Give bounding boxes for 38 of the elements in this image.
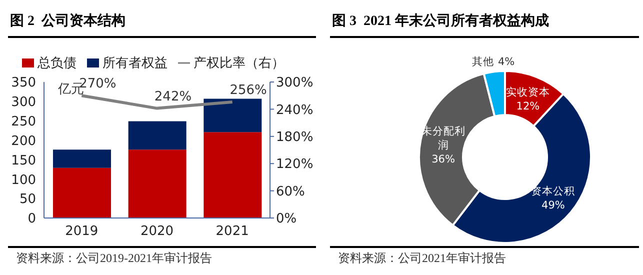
y2-tick-label: 120% <box>276 157 314 172</box>
y-tick-label: 300 <box>11 95 36 110</box>
bar <box>204 98 262 132</box>
x-tick-label: 2021 <box>216 224 249 240</box>
data-label: 242% <box>154 89 192 104</box>
bar <box>128 121 186 150</box>
bar <box>53 168 111 218</box>
text: 资料来源：公司2019-2021年审计报告 <box>16 250 212 267</box>
y-tick-label: 100 <box>11 172 36 188</box>
data-label: 49% <box>542 200 565 212</box>
data-label: 256% <box>230 82 267 98</box>
legend-label: 总负债 <box>38 56 76 71</box>
y2-tick-label: 60% <box>276 184 305 200</box>
chart-title: 图 3 2021 年末公司所有者权益构成 <box>332 12 549 30</box>
y-tick-label: 350 <box>11 76 36 91</box>
y2-tick-label: 0% <box>276 212 297 227</box>
y-tick-label: 0 <box>28 212 36 227</box>
chart-title: 图 2 公司资本结构 <box>10 12 126 30</box>
bar <box>53 150 111 168</box>
legend-label: 产权比率（右） <box>194 56 284 71</box>
data-label: 12% <box>516 100 540 112</box>
y2-tick-label: 180% <box>276 130 314 146</box>
data-label: 4% <box>498 56 515 68</box>
data-label: 36% <box>432 153 455 166</box>
bar <box>204 132 262 218</box>
y-tick-label: 200 <box>11 134 36 149</box>
x-tick-label: 2019 <box>65 224 98 240</box>
y2-tick-label: 240% <box>276 102 314 118</box>
y-tick-label: 250 <box>11 114 36 130</box>
bar <box>128 150 186 218</box>
slice-label: 其他 <box>472 55 494 68</box>
y-tick-label: 150 <box>11 153 36 168</box>
x-tick-label: 2020 <box>140 224 174 240</box>
text: 资料来源：公司2021年审计报告 <box>338 250 506 267</box>
legend-label: 所有者权益 <box>102 56 168 71</box>
y2-tick-label: 300% <box>276 76 314 91</box>
y-tick-label: 50 <box>19 192 36 208</box>
slice-label: 实收资本 <box>506 85 550 98</box>
